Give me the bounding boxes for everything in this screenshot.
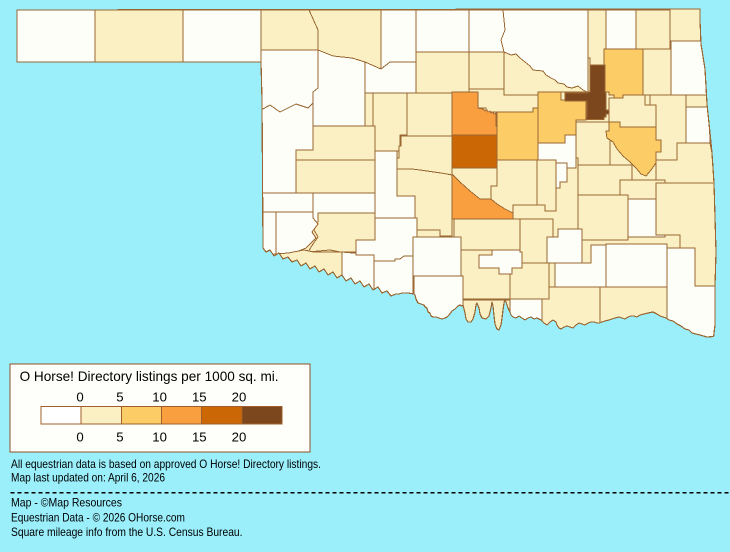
svg-text:15: 15	[192, 430, 207, 445]
svg-text:20: 20	[232, 430, 247, 445]
svg-text:5: 5	[116, 390, 123, 405]
svg-text:0: 0	[76, 430, 83, 445]
svg-text:Map last updated on: April 6,: Map last updated on: April 6, 2026	[11, 470, 165, 484]
svg-text:15: 15	[192, 390, 207, 405]
svg-text:5: 5	[116, 430, 123, 445]
svg-text:All equestrian data is based o: All equestrian data is based on approved…	[11, 457, 321, 471]
svg-text:20: 20	[232, 390, 247, 405]
svg-text:Map - ©Map Resources: Map - ©Map Resources	[11, 496, 122, 510]
svg-text:O Horse! Directory listings pe: O Horse! Directory listings per 1000 sq.…	[20, 368, 279, 384]
svg-text:Square mileage info from the U: Square mileage info from the U.S. Census…	[11, 525, 243, 539]
svg-text:10: 10	[152, 390, 167, 405]
svg-text:10: 10	[152, 430, 167, 445]
svg-text:Equestrian Data - © 2026 OHors: Equestrian Data - © 2026 OHorse.com	[11, 510, 185, 524]
svg-text:0: 0	[76, 390, 83, 405]
